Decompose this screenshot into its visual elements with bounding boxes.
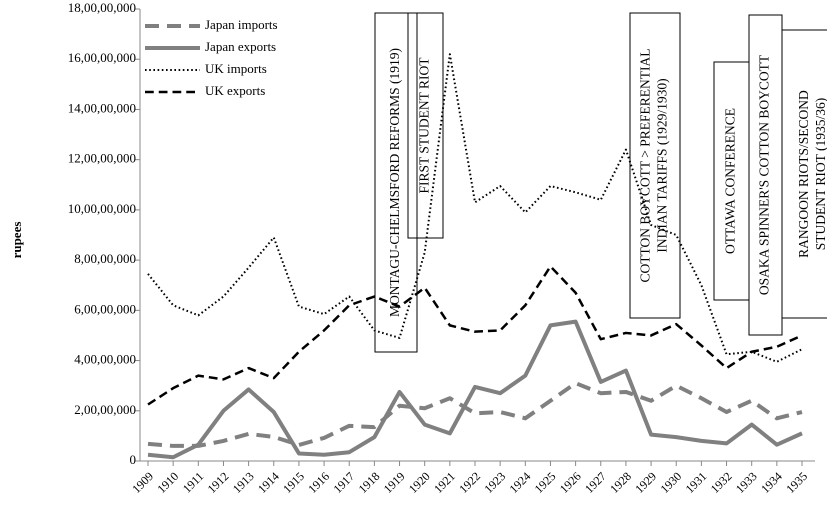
x-tick-label: 1918 [356, 469, 383, 496]
x-tick-label: 1921 [431, 469, 458, 496]
legend-label: UK exports [205, 83, 265, 98]
y-tick-label: 4,00,00,000 [74, 352, 136, 367]
x-tick-label: 1926 [557, 469, 584, 496]
annotation-text: RANGOON RIOTS/SECOND [796, 90, 811, 258]
y-tick-label: 10,00,00,000 [68, 201, 136, 216]
series-line [147, 53, 803, 363]
annotation-text: FIRST STUDENT RIOT [417, 57, 432, 194]
legend-label: UK imports [205, 61, 267, 76]
series-line [147, 319, 803, 460]
x-tick-label: 1930 [657, 469, 684, 496]
y-tick-label: 6,00,00,000 [74, 301, 136, 316]
x-tick-label: 1929 [632, 469, 659, 496]
x-tick-label: 1920 [406, 469, 433, 496]
annotation-text: MONTAGU-CHELMSFORD REFORMS (1919) [387, 48, 402, 317]
x-tick-label: 1935 [783, 469, 810, 496]
y-tick-label: 12,00,00,000 [68, 151, 136, 166]
legend-label: Japan imports [205, 17, 278, 32]
x-tick-label: 1934 [758, 469, 785, 496]
x-tick-label: 1915 [280, 469, 307, 496]
x-tick-label: 1931 [683, 469, 710, 496]
x-tick-label: 1911 [180, 469, 207, 496]
annotation-text: INDIAN TARIFFS (1929/1930) [655, 78, 670, 252]
annotation-box [407, 12, 444, 239]
x-tick-label: 1922 [456, 469, 483, 496]
annotation-text: OSAKA SPINNER'S COTTON BOYCOTT [757, 54, 772, 295]
x-tick-label: 1933 [733, 469, 760, 496]
annotation-box [374, 12, 418, 353]
x-tick-label: 1919 [381, 469, 408, 496]
annotation-text: STUDENT RIOT (1935/36) [813, 98, 827, 251]
y-tick-label: 2,00,00,000 [74, 402, 136, 417]
x-tick-label: 1923 [481, 469, 508, 496]
y-axis-label: rupees [9, 222, 24, 259]
x-tick-label: 1928 [607, 469, 634, 496]
y-tick-label: 18,00,00,000 [68, 0, 136, 15]
x-tick-label: 1912 [205, 469, 232, 496]
annotation-box [781, 29, 827, 319]
y-tick-label: 16,00,00,000 [68, 50, 136, 65]
x-tick-label: 1909 [129, 469, 156, 496]
annotation-text: COTTON BOYCOTT > PREFERENTIAL [638, 49, 653, 283]
annotation-text: OTTAWA CONFERENCE [723, 108, 738, 254]
series-line [147, 265, 803, 406]
x-tick-label: 1924 [507, 469, 534, 496]
y-tick-label: 14,00,00,000 [68, 100, 136, 115]
x-tick-label: 1913 [230, 469, 257, 496]
x-tick-label: 1914 [255, 469, 282, 496]
y-tick-label: 0 [130, 452, 137, 467]
y-tick-label: 8,00,00,000 [74, 251, 136, 266]
x-tick-label: 1917 [330, 469, 357, 496]
annotation-box [629, 12, 681, 319]
x-tick-label: 1925 [532, 469, 559, 496]
x-tick-label: 1932 [708, 469, 735, 496]
x-tick-label: 1927 [582, 469, 609, 496]
x-tick-label: 1910 [154, 469, 181, 496]
series-line [147, 381, 803, 448]
legend-label: Japan exports [205, 39, 276, 54]
x-tick-label: 1916 [305, 469, 332, 496]
